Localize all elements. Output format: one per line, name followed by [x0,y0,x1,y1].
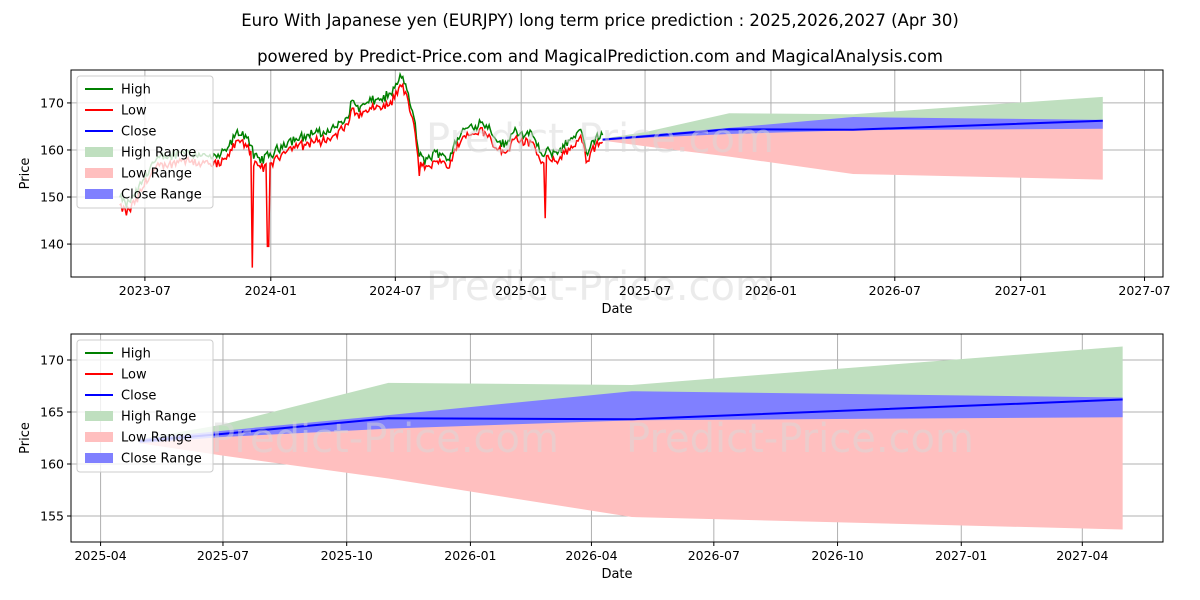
y-axis-label: Price [18,158,33,190]
x-tick-label: 2027-04 [1056,548,1108,563]
top-panel: Predict-Price.com Predict-Price.com 2023-0… [18,69,1171,317]
x-tick-label: 2026-01 [745,283,797,298]
legend-label-low: Low [121,368,147,383]
x-tick-label: 2026-01 [444,548,496,563]
top-legend: High Low Close High Range Low Range Close Ran… [76,75,214,209]
bottom-plot-area [139,346,1123,530]
low-range-band [139,399,1123,530]
x-tick-label: 2023-07 [119,283,171,298]
legend-swatch-high-range [85,147,113,157]
legend-label-close-range: Close Range [121,452,202,467]
legend-label-high-range: High Range [121,146,196,161]
legend-swatch-low-range [85,432,113,442]
x-axis-label: Date [601,567,632,582]
watermark-text: Predict-Price.com [211,416,559,462]
x-tick-label: 2027-01 [935,548,987,563]
x-tick-label: 2024-07 [369,283,421,298]
y-tick-label: 160 [40,457,64,472]
close-series-line [602,119,1103,141]
top-axes-frame [70,69,1164,278]
y-tick-label: 155 [40,509,64,524]
x-tick-label: 2025-01 [495,283,547,298]
legend-label-low-range: Low Range [121,431,192,446]
y-tick-label: 165 [40,405,64,420]
x-tick-label: 2024-01 [245,283,297,298]
x-tick-label: 2027-07 [1118,283,1170,298]
bottom-axes-frame [70,333,1164,543]
y-tick-label: 160 [40,142,64,157]
watermark-text: Predict-Price.com [426,264,774,310]
y-tick-label: 170 [40,353,64,368]
y-tick-label: 150 [40,190,64,205]
legend-swatch-close-range [85,189,113,199]
x-tick-label: 2025-07 [197,548,249,563]
x-tick-label: 2026-10 [811,548,863,563]
x-tick-label: 2026-04 [565,548,617,563]
watermark-text: Predict-Price.com [626,416,974,462]
legend-label-high: High [121,83,151,98]
legend-swatch-high-range [85,411,113,421]
x-tick-label: 2027-01 [995,283,1047,298]
x-tick-label: 2025-10 [321,548,373,563]
top-plot-area [118,71,1103,268]
legend-label-close: Close [121,389,156,404]
legend-swatch-low-range [85,168,113,178]
x-tick-label: 2025-04 [74,548,126,563]
x-tick-label: 2025-07 [619,283,671,298]
legend-label-close-range: Close Range [121,188,202,203]
legend-label-close: Close [121,125,156,140]
legend-swatch-close-range [85,453,113,463]
y-tick-label: 140 [40,237,64,252]
y-axis-label: Price [18,422,33,454]
bottom-legend: High Low Close High Range Low Range Close Ran… [76,339,214,473]
watermark-text: Predict-Price.com [426,116,774,162]
chart-subtitle: powered by Predict-Price.com and Magical… [257,47,943,66]
legend-label-high: High [121,347,151,362]
x-axis-label: Date [601,302,632,317]
chart-title: Euro With Japanese yen (EURJPY) long ter… [241,11,959,30]
close-range-band [139,391,1123,444]
legend-label-low: Low [121,104,147,119]
bottom-panel: Predict-Price.com Predict-Price.com 2025-0… [18,333,1164,582]
legend-label-high-range: High Range [121,410,196,425]
y-tick-label: 170 [40,95,64,110]
x-tick-label: 2026-07 [869,283,921,298]
legend-label-low-range: Low Range [121,167,192,182]
low-range-band [602,120,1103,180]
x-tick-label: 2026-07 [688,548,740,563]
